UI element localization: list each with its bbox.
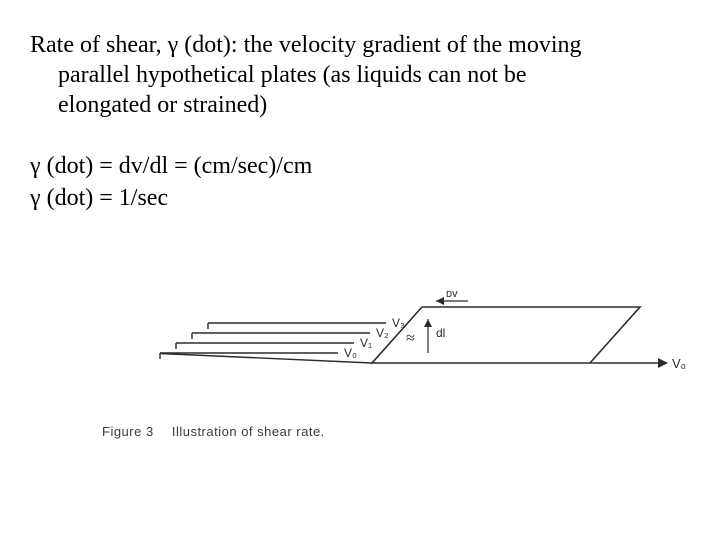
svg-text:dl: dl (436, 326, 445, 340)
equation-2: γ (dot) = 1/sec (30, 182, 690, 214)
figure-shear-rate: V₀V₁V₂V₃ᴅvdl≈V₀ Figure 3 Illustration of… (30, 235, 690, 445)
svg-text:≈: ≈ (406, 330, 415, 347)
definition-paragraph: Rate of shear, γ (dot): the velocity gra… (30, 30, 690, 120)
svg-text:V₂: V₂ (376, 326, 389, 340)
equation-1: γ (dot) = dv/dl = (cm/sec)/cm (30, 150, 690, 182)
equations-block: γ (dot) = dv/dl = (cm/sec)/cm γ (dot) = … (30, 150, 690, 215)
svg-text:V₀: V₀ (672, 356, 686, 371)
figure-number: Figure 3 (102, 424, 154, 439)
slide: Rate of shear, γ (dot): the velocity gra… (0, 0, 720, 540)
para-line-3: elongated or strained) (30, 90, 690, 120)
para-line-2: parallel hypothetical plates (as liquids… (30, 60, 690, 90)
para-line-1: Rate of shear, γ (dot): the velocity gra… (30, 32, 581, 58)
shear-rate-diagram: V₀V₁V₂V₃ᴅvdl≈V₀ (30, 235, 690, 415)
svg-text:V₁: V₁ (360, 336, 372, 350)
svg-text:V₀: V₀ (344, 346, 357, 360)
svg-text:ᴅv: ᴅv (446, 288, 458, 300)
figure-caption-text: Illustration of shear rate. (172, 424, 325, 439)
figure-caption: Figure 3 Illustration of shear rate. (102, 424, 325, 439)
